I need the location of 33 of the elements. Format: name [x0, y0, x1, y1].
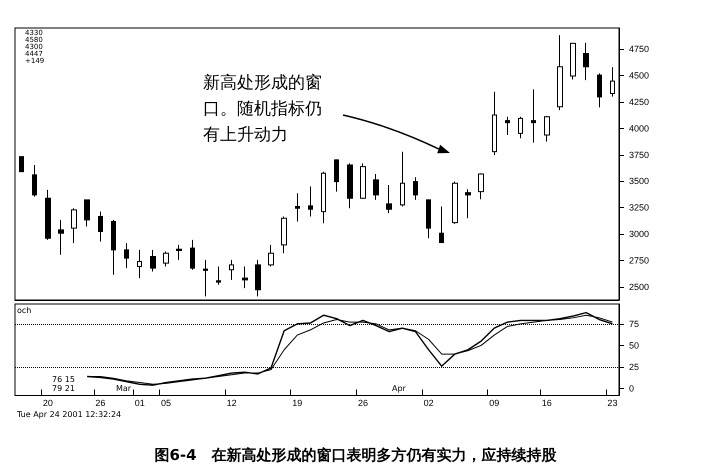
x-tick-label: 16	[542, 398, 552, 408]
annotation: 76 15	[52, 375, 75, 384]
y-tick-label: 3750	[629, 150, 650, 160]
y-tick-label: 3500	[629, 176, 650, 186]
x-tick-label: 19	[292, 398, 302, 408]
y-tick-label: 3250	[629, 202, 650, 213]
y-tick-label: 4000	[629, 123, 650, 134]
y-tick-label: 50	[629, 340, 640, 350]
annotation: 新高处形成的窗口。随机指标仍有上升动力	[203, 72, 323, 147]
x-tick-label: 20	[42, 398, 53, 408]
x-tick-label: 12	[226, 398, 237, 408]
y-tick-label: 3000	[629, 228, 650, 239]
x-tick-label: 26	[95, 398, 106, 408]
y-tick-label: 2500	[629, 282, 650, 292]
y-tick-label: 2750	[629, 255, 650, 266]
x-tick-label: 26	[358, 398, 368, 408]
y-tick-label: 4250	[629, 96, 650, 107]
x-tick-label: 23	[607, 398, 618, 408]
text: 图6-4 在新高处形成的窗口表明多方仍有实力，应持续持股	[153, 446, 558, 465]
text: Tue Apr 24 2001 12:32:24	[17, 410, 122, 419]
annotation: och	[17, 306, 32, 315]
y-tick-label: 0	[629, 384, 634, 394]
y-tick-label: 25	[629, 362, 640, 372]
x-tick-label: 01	[134, 398, 145, 408]
x-tick-label: 05	[160, 398, 172, 408]
x-tick-label: 09	[489, 398, 500, 408]
y-tick-label: 75	[629, 318, 640, 329]
x-tick-label: 02	[424, 398, 434, 408]
annotation: Mar	[116, 384, 132, 393]
y-tick-label: 4500	[629, 70, 650, 81]
y-tick-label: 4750	[629, 44, 650, 54]
annotation: 79 21	[52, 384, 75, 393]
annotation: Apr	[392, 384, 406, 393]
